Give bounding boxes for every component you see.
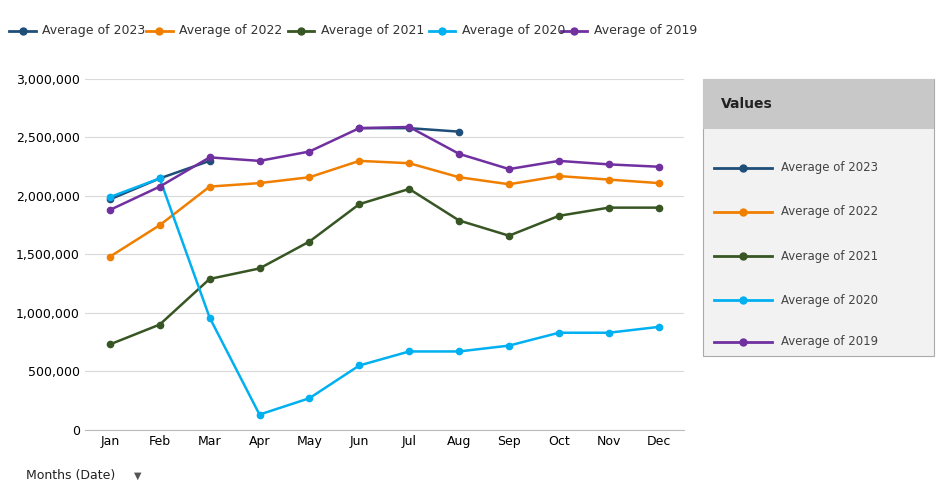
Text: Average of 2019: Average of 2019 xyxy=(594,24,697,38)
Text: Average of 2022: Average of 2022 xyxy=(781,206,878,218)
Text: Average of 2021: Average of 2021 xyxy=(781,249,878,263)
Text: ▼: ▼ xyxy=(134,470,141,481)
Text: Average of 2021: Average of 2021 xyxy=(321,24,423,38)
Text: Values: Values xyxy=(721,97,772,111)
FancyBboxPatch shape xyxy=(703,79,934,356)
Text: Average of 2019: Average of 2019 xyxy=(781,335,878,348)
FancyBboxPatch shape xyxy=(703,79,934,129)
Text: Average of 2023: Average of 2023 xyxy=(42,24,145,38)
Text: Months (Date): Months (Date) xyxy=(25,469,115,482)
Text: Average of 2020: Average of 2020 xyxy=(781,294,878,307)
Text: Average of 2022: Average of 2022 xyxy=(179,24,282,38)
Text: Average of 2023: Average of 2023 xyxy=(781,161,878,174)
Text: Average of 2020: Average of 2020 xyxy=(462,24,566,38)
